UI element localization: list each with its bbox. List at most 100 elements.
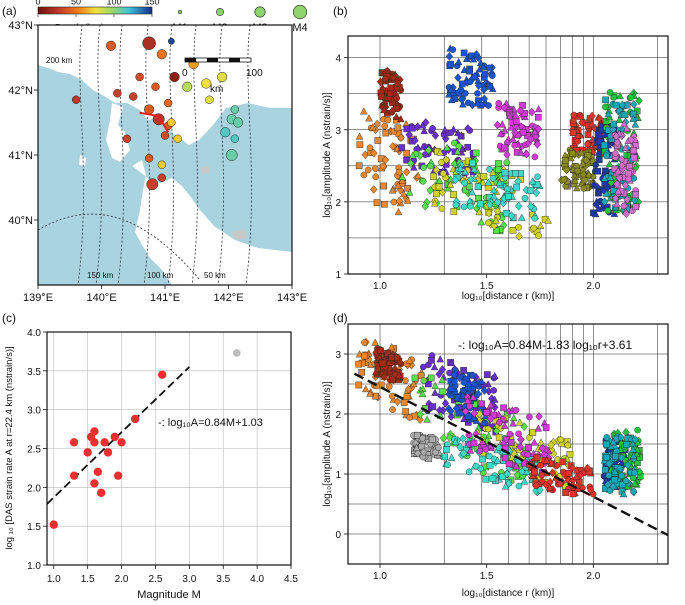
data-point (393, 397, 402, 406)
depth-contour (38, 213, 201, 281)
data-point (611, 150, 619, 157)
data-point (605, 459, 613, 469)
data-point (355, 381, 363, 389)
data-point (466, 402, 473, 410)
epicenter-marker (232, 117, 244, 128)
data-point (537, 462, 544, 469)
data-point (489, 475, 497, 482)
panel-b-points (355, 44, 643, 241)
data-point (618, 100, 626, 110)
epicenter-marker (230, 134, 240, 143)
epicenter-marker (220, 127, 231, 138)
data-point (398, 172, 407, 181)
data-point (402, 167, 411, 177)
depth-contour (217, 25, 224, 285)
data-point (636, 454, 643, 461)
data-point (631, 469, 638, 477)
data-point (615, 115, 624, 123)
data-point (559, 458, 567, 466)
data-point (562, 157, 569, 165)
data-point (604, 110, 612, 118)
data-point (394, 181, 403, 189)
data-point (366, 144, 374, 152)
data-point (601, 466, 609, 474)
data-point (486, 166, 493, 173)
data-point (361, 385, 370, 393)
data-point (548, 468, 557, 478)
data-point (459, 434, 467, 443)
data-point (403, 156, 410, 164)
data-point (414, 448, 422, 458)
data-point (465, 468, 473, 476)
data-point (435, 183, 443, 191)
panel-d-xlabel: log₁₀[distance r (km)] (462, 588, 555, 599)
data-point (530, 438, 539, 446)
data-point (420, 164, 428, 171)
data-point (474, 389, 482, 399)
data-point (419, 142, 427, 150)
data-point (607, 178, 615, 188)
y-tick-label: 3.0 (27, 406, 41, 417)
data-point (613, 179, 621, 189)
data-point (380, 372, 388, 382)
map-x-tick-label: 140°E (86, 292, 116, 304)
data-point (618, 154, 626, 164)
data-point (371, 338, 379, 346)
x-tick-label: 1.5 (480, 571, 494, 582)
data-point (447, 60, 454, 68)
data-point (388, 353, 395, 361)
data-point (475, 208, 483, 216)
data-point (446, 180, 455, 188)
data-point (392, 83, 401, 93)
data-point (396, 185, 405, 195)
data-point (520, 477, 529, 485)
data-point (388, 106, 396, 116)
panel-c-points (49, 349, 241, 529)
data-point (381, 200, 388, 208)
data-point (489, 174, 497, 182)
data-point (484, 371, 491, 378)
data-point (97, 488, 106, 497)
data-point (507, 211, 516, 221)
data-point (110, 432, 119, 442)
map-axis-ticks: 139°E 140°E 141°E 142°E 143°E 43°N 42°N 41°N 40°… (8, 20, 307, 304)
data-point (490, 221, 498, 231)
data-point (130, 414, 140, 424)
data-point (501, 144, 509, 152)
x-tick-label: 1.0 (47, 574, 61, 585)
data-point (355, 350, 364, 358)
data-point (560, 176, 568, 184)
data-point (501, 169, 509, 177)
data-point (482, 475, 490, 483)
data-point (617, 453, 626, 463)
epicenter-marker (201, 78, 212, 89)
colorbar-tick-label: 0 (35, 0, 40, 7)
shimokita-island (160, 226, 170, 236)
data-point (605, 160, 614, 168)
data-point (410, 163, 418, 171)
data-point (518, 467, 526, 477)
data-point (69, 471, 79, 480)
data-point (623, 195, 631, 204)
data-point (630, 488, 637, 495)
data-point (355, 360, 362, 368)
panel-c-ylabel: log ₁₀ [DAS strain rate A at r=22.4 km (… (4, 346, 15, 549)
x-tick-label: 1.5 (81, 574, 95, 585)
data-point (438, 365, 447, 374)
map-y-tick-label: 42°N (8, 85, 33, 97)
panel-d-frame (347, 323, 669, 565)
data-point (380, 105, 388, 114)
data-point (405, 130, 413, 140)
data-point (612, 435, 620, 443)
data-point (419, 178, 427, 185)
data-point (531, 214, 539, 222)
data-point (459, 100, 467, 108)
data-point (453, 147, 462, 155)
data-point (495, 178, 504, 187)
honshu-coast (132, 160, 292, 285)
epicenter-marker (168, 37, 175, 45)
data-point (635, 96, 643, 106)
data-point (494, 198, 501, 206)
data-point (420, 447, 428, 457)
